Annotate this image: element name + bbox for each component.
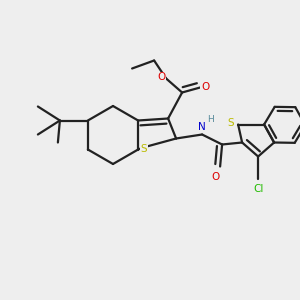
Text: O: O: [211, 172, 219, 182]
Text: O: O: [201, 82, 209, 92]
Text: O: O: [157, 73, 165, 82]
Text: N: N: [198, 122, 206, 133]
Text: S: S: [141, 145, 147, 154]
Text: H: H: [207, 115, 214, 124]
Text: Cl: Cl: [253, 184, 263, 194]
Text: S: S: [228, 118, 234, 128]
